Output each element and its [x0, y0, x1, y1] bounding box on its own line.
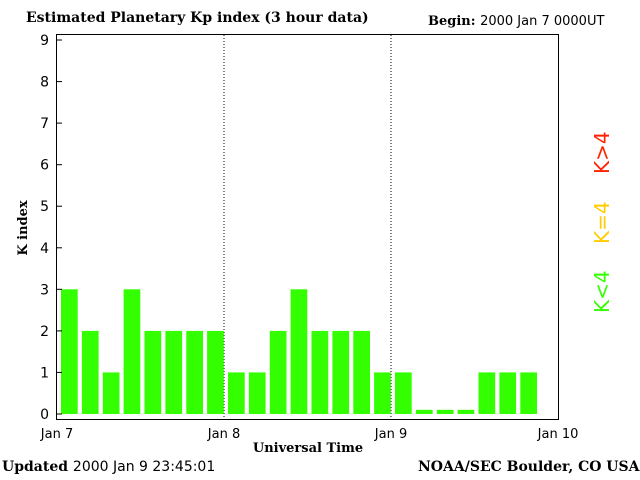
kp-bar: [353, 330, 370, 414]
begin-label: Begin:: [428, 14, 476, 29]
kp-bar: [290, 289, 308, 414]
updated-value: 2000 Jan 9 23:45:01: [72, 459, 216, 475]
y-tick-label: 9: [40, 33, 49, 49]
x-tick-label: Jan 9: [374, 427, 407, 442]
kp-bar: [499, 372, 517, 414]
kp-bar: [61, 289, 78, 414]
kp-bar: [457, 409, 475, 414]
x-tick-label: Jan 8: [207, 427, 240, 442]
kp-bar: [374, 372, 391, 414]
kp-bar: [311, 330, 329, 414]
kp-bar: [332, 330, 350, 414]
kp-bar: [123, 289, 141, 414]
data-source: NOAA/SEC Boulder, CO USA: [418, 459, 640, 475]
kp-bar: [395, 372, 412, 414]
y-tick-label: 7: [40, 116, 49, 132]
x-tick-label: Jan 7: [40, 427, 73, 442]
kp-bar: [520, 372, 537, 414]
y-tick-label: 3: [40, 282, 49, 298]
kp-bar: [436, 409, 454, 414]
y-tick-label: 5: [40, 199, 49, 215]
x-axis-label: Universal Time: [253, 441, 363, 456]
updated-label: Updated: [2, 459, 69, 475]
legend-k-less-4: K<4: [590, 270, 614, 313]
begin-time: Begin: 2000 Jan 7 0000UT: [428, 14, 604, 29]
y-tick-label: 8: [40, 75, 49, 91]
kp-bar: [478, 372, 496, 414]
y-tick-label: 4: [40, 241, 49, 257]
y-tick-label: 6: [40, 158, 49, 174]
y-axis-label: K index: [16, 200, 31, 256]
y-tick-label: 2: [40, 324, 49, 340]
kp-bar: [269, 330, 287, 414]
y-tick-label: 0: [40, 407, 49, 423]
kp-bar: [207, 330, 224, 414]
y-tick-label: 1: [40, 365, 49, 381]
kp-bar: [228, 372, 245, 414]
chart-title: Estimated Planetary Kp index (3 hour dat…: [26, 10, 369, 26]
plot-frame: [56, 34, 559, 420]
kp-bar: [415, 409, 433, 414]
kp-bar: [186, 330, 203, 414]
updated-timestamp: Updated 2000 Jan 9 23:45:01: [2, 459, 215, 475]
kp-bar: [165, 330, 183, 414]
x-tick-label: Jan 10: [537, 427, 579, 442]
kp-bar: [144, 330, 162, 414]
legend-k-greater-4: K>4: [590, 131, 614, 174]
kp-bar: [81, 330, 99, 414]
begin-value: 2000 Jan 7 0000UT: [480, 14, 605, 29]
kp-bar: [248, 372, 266, 414]
kp-bar: [102, 372, 120, 414]
legend-k-equal-4: K=4: [590, 201, 614, 244]
